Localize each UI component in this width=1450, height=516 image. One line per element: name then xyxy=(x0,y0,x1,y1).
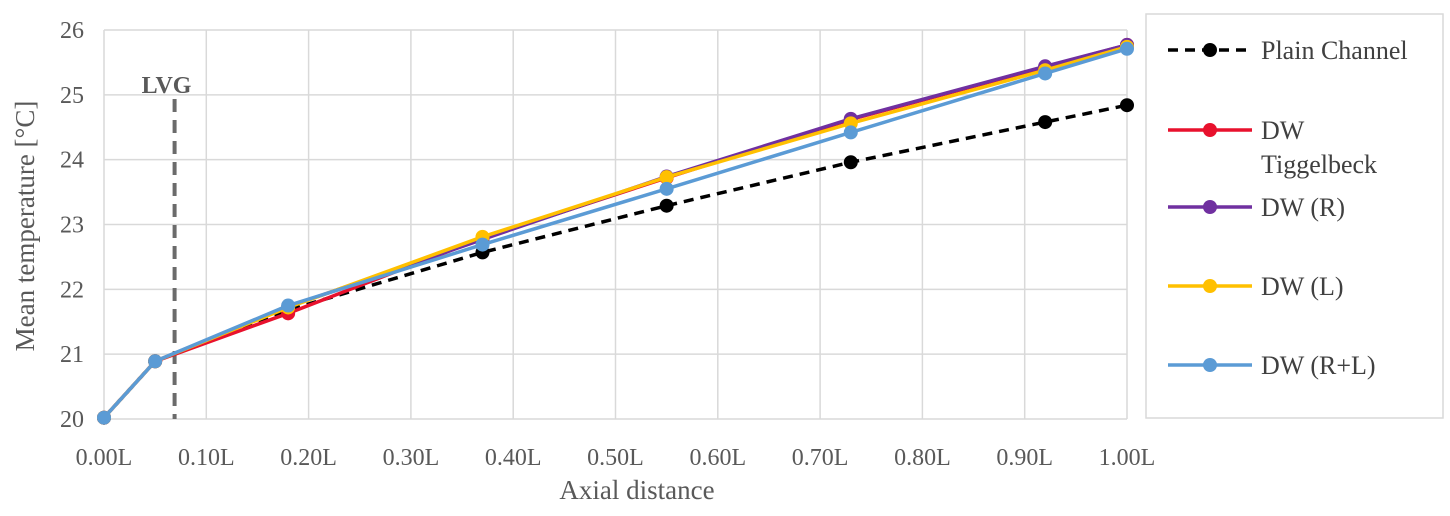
y-tick-label: 26 xyxy=(60,18,84,44)
y-tick-label: 24 xyxy=(60,148,84,174)
series-line xyxy=(102,103,1128,419)
grid xyxy=(103,29,1128,420)
y-tick-label: 23 xyxy=(60,213,84,239)
x-tick-label: 0.30L xyxy=(383,445,440,471)
y-tick-label: 25 xyxy=(60,83,84,109)
data-point xyxy=(1120,41,1134,56)
data-point xyxy=(659,198,674,213)
data-point xyxy=(1038,66,1053,81)
x-tick-label: 0.80L xyxy=(894,445,951,471)
y-tick-label: 21 xyxy=(60,342,84,368)
legend-swatch-marker xyxy=(1203,279,1217,293)
x-tick-label: 0.70L xyxy=(792,445,849,471)
lvg-annotation: LVG xyxy=(142,73,192,419)
y-tick-label: 20 xyxy=(60,407,84,433)
x-tick-label: 0.10L xyxy=(178,445,235,471)
legend-label: Plain Channel xyxy=(1261,36,1408,65)
y-axis-title: Mean temperature [°C] xyxy=(10,101,40,352)
data-point xyxy=(148,354,163,369)
legend-item: DW (R) xyxy=(1168,193,1345,222)
legend: Plain Channel DW Tiggelbeck DW (R) DW (L) DW … xyxy=(1145,13,1444,419)
legend-label: DW Tiggelbeck xyxy=(1261,116,1377,179)
legend-label: DW (R) xyxy=(1261,193,1345,222)
series-line xyxy=(102,47,1128,419)
data-point xyxy=(1120,98,1134,113)
legend-label: DW (L) xyxy=(1261,272,1344,301)
data-point xyxy=(97,410,111,425)
lvg-label: LVG xyxy=(142,73,192,99)
legend-item: DW Tiggelbeck xyxy=(1168,116,1377,179)
legend-swatch-marker xyxy=(1203,200,1217,214)
x-tick-label: 0.40L xyxy=(485,445,542,471)
x-tick-label: 0.90L xyxy=(996,445,1053,471)
data-point xyxy=(843,125,858,140)
legend-item: DW (L) xyxy=(1168,272,1344,301)
data-point xyxy=(659,181,674,196)
legend-label: DW (R+L) xyxy=(1261,351,1376,380)
legend-box xyxy=(1145,13,1444,419)
legend-swatch-marker xyxy=(1203,358,1217,372)
x-tick-label: 0.60L xyxy=(689,445,746,471)
x-tick-label: 1.00L xyxy=(1099,445,1156,471)
data-point xyxy=(475,237,490,252)
x-tick-label: 0.20L xyxy=(280,445,337,471)
series-4 xyxy=(97,41,1134,425)
data-point xyxy=(843,155,858,170)
legend-swatch-marker xyxy=(1203,43,1217,57)
legend-item: Plain Channel xyxy=(1168,36,1408,65)
data-point xyxy=(659,170,674,185)
legend-swatch-marker xyxy=(1203,123,1217,137)
data-point xyxy=(1038,115,1053,130)
x-tick-label: 0.50L xyxy=(587,445,644,471)
x-tick-label: 0.00L xyxy=(76,445,133,471)
series-layer xyxy=(97,37,1134,425)
legend-item: DW (R+L) xyxy=(1168,351,1376,380)
y-tick-label: 22 xyxy=(60,277,84,303)
tick-labels: 0.00L 0.10L 0.20L 0.30L 0.40L 0.50L 0.60L 0.70L… xyxy=(60,18,1155,471)
data-point xyxy=(281,298,296,313)
x-axis-title: Axial distance xyxy=(559,475,714,505)
